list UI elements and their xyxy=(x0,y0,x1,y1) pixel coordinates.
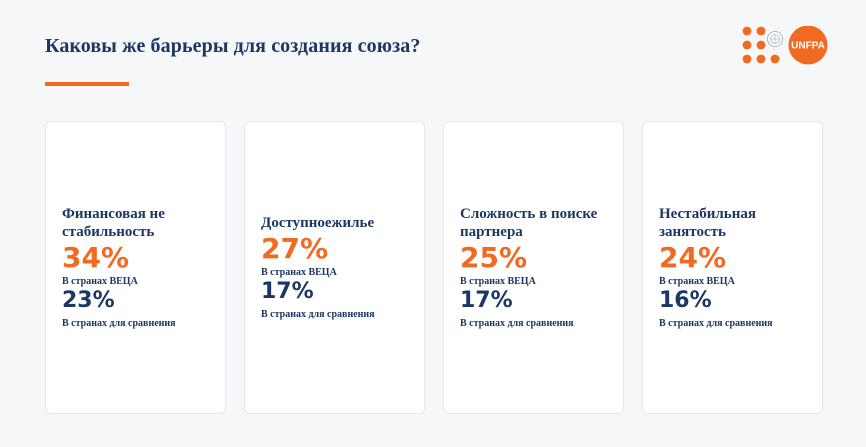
compare-caption: В странах для сравнения xyxy=(261,308,375,320)
compare-percentage: 23% xyxy=(62,287,115,313)
card-title: Доступноежилье xyxy=(261,214,375,231)
barrier-card-partner: Сложность в поиске партнера 25% В страна… xyxy=(443,121,624,414)
title-underline xyxy=(45,82,129,86)
barrier-card-employment: Нестабильная занятость 24% В странах ВЕЦ… xyxy=(642,121,823,414)
main-percentage: 24% xyxy=(659,240,727,274)
card-title: Финансовая не стабильность xyxy=(62,205,165,240)
main-percentage: 34% xyxy=(62,240,130,274)
main-caption: В странах ВЕЦА xyxy=(261,266,337,278)
unfpa-circle xyxy=(788,26,828,65)
main-percentage: 25% xyxy=(460,240,528,274)
compare-caption: В странах для сравнения xyxy=(659,317,773,329)
main-caption: В странах ВЕЦА xyxy=(659,275,735,287)
page-title: Каковы же барьеры для создания союза? xyxy=(45,35,421,57)
unfpa-logo: UNFPA xyxy=(742,26,828,65)
compare-percentage: 16% xyxy=(659,287,712,313)
barrier-card-housing: Доступноежилье 27% В странах ВЕЦА 17% В … xyxy=(244,121,425,414)
compare-percentage: 17% xyxy=(261,278,314,304)
main-percentage: 27% xyxy=(261,231,329,265)
barrier-card-financial: Финансовая не стабильность 34% В странах… xyxy=(45,121,226,414)
card-title: Сложность в поиске партнера xyxy=(460,205,598,240)
compare-percentage: 17% xyxy=(460,287,513,313)
dot-grid-icon xyxy=(742,26,780,64)
main-caption: В странах ВЕЦА xyxy=(62,275,138,287)
compare-caption: В странах для сравнения xyxy=(460,317,574,329)
compare-caption: В странах для сравнения xyxy=(62,317,176,329)
unfpa-logo-text: UNFPA xyxy=(791,41,825,52)
un-emblem-icon xyxy=(767,31,783,47)
main-caption: В странах ВЕЦА xyxy=(460,275,536,287)
barrier-cards: Финансовая не стабильность 34% В странах… xyxy=(45,121,824,414)
card-title: Нестабильная занятость xyxy=(659,205,756,240)
